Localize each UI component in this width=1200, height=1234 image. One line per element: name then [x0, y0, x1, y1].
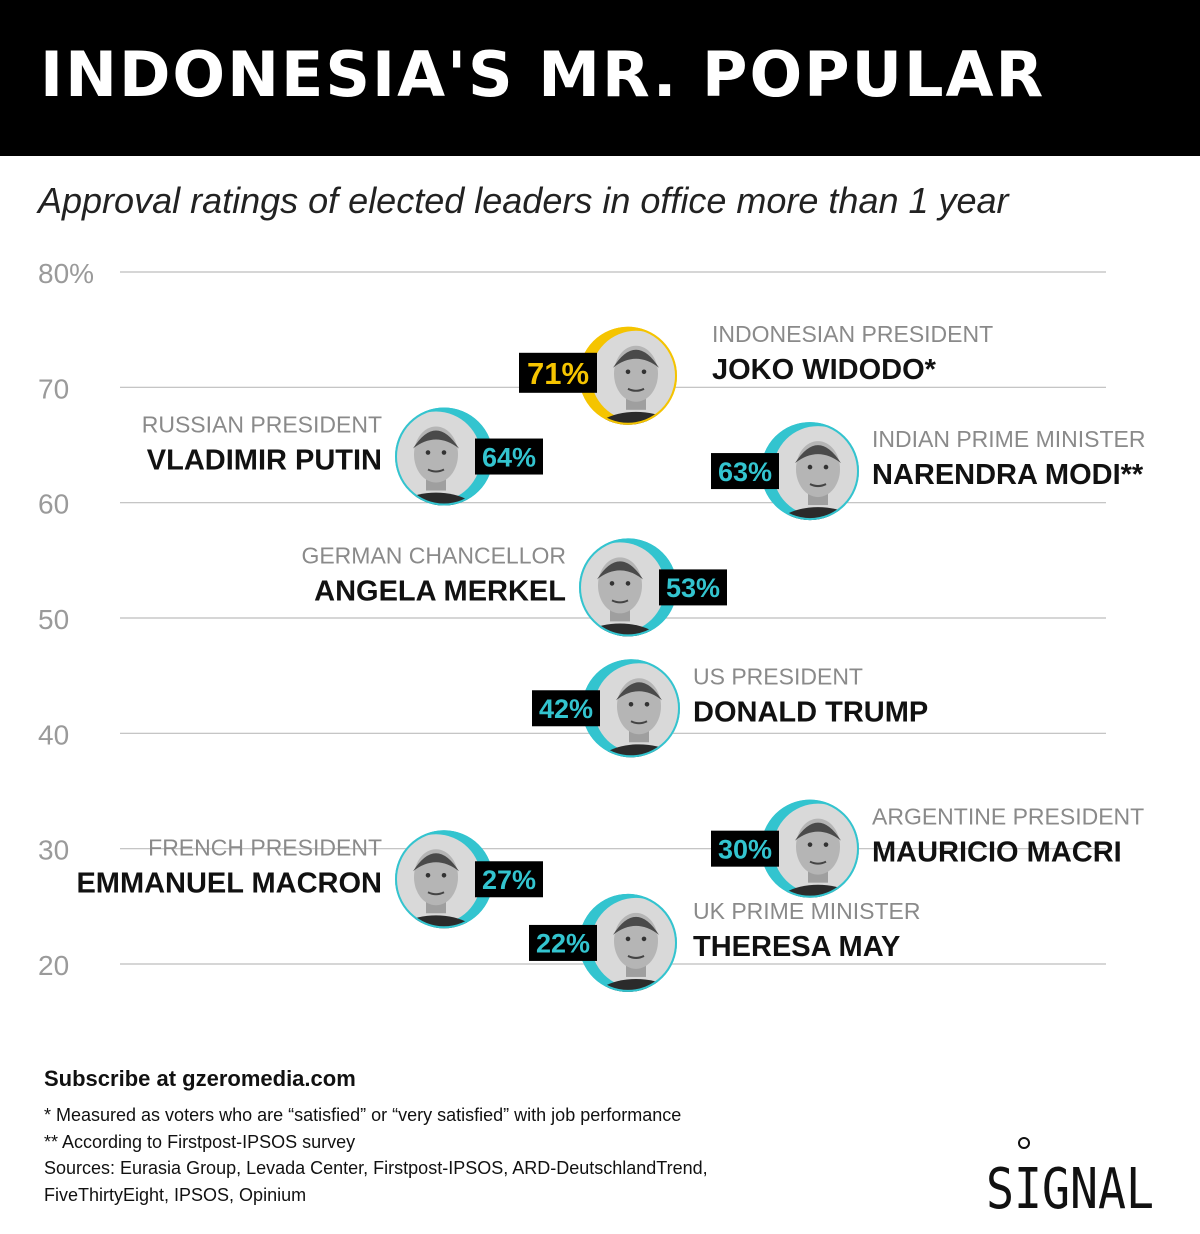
portrait — [589, 330, 677, 425]
chart-subtitle: Approval ratings of elected leaders in o… — [38, 180, 1009, 221]
footnote-sources-cont: FiveThirtyEight, IPSOS, Opinium — [44, 1184, 307, 1205]
value-badge — [532, 690, 600, 727]
subscribe-line: Subscribe at gzeromedia.com — [44, 1066, 356, 1091]
leader-name: DONALD TRUMP — [693, 696, 928, 728]
y-tick-label: 80% — [38, 258, 94, 289]
leader-name: MAURICIO MACRI — [872, 837, 1122, 869]
leader-role: US PRESIDENT — [693, 663, 863, 689]
leader-point: 64% RUSSIAN PRESIDENT VLADIMIR PUTIN — [142, 407, 543, 506]
value-label: 22% — [536, 929, 590, 959]
leader-name: ANGELA MERKEL — [314, 575, 566, 607]
leader-role: GERMAN CHANCELLOR — [301, 542, 566, 568]
y-axis-ticks: 80% 70 60 50 40 30 20 — [38, 258, 94, 981]
portrait — [395, 834, 483, 929]
leader-role: ARGENTINE PRESIDENT — [872, 804, 1144, 830]
y-tick-label: 60 — [38, 489, 69, 520]
leader-point: 22% UK PRIME MINISTER THERESA MAY — [529, 893, 920, 992]
leader-points: 71% INDONESIAN PRESIDENT JOKO WIDODO* 64% RU… — [76, 321, 1145, 992]
value-badge — [529, 924, 597, 961]
leader-name: VLADIMIR PUTIN — [147, 445, 382, 477]
y-tick-label: 70 — [38, 373, 69, 404]
value-label: 53% — [666, 573, 720, 603]
leader-role: FRENCH PRESIDENT — [148, 834, 382, 860]
value-label: 71% — [527, 356, 589, 391]
value-label: 27% — [482, 865, 536, 895]
leader-point: 71% INDONESIAN PRESIDENT JOKO WIDODO* — [519, 321, 993, 425]
y-tick-label: 20 — [38, 950, 69, 981]
leader-point: 27% FRENCH PRESIDENT EMMANUEL MACRON — [76, 830, 543, 929]
value-badge — [475, 438, 543, 475]
leader-point: 63% INDIAN PRIME MINISTER NARENDRA MODI** — [711, 422, 1145, 521]
portrait — [579, 542, 667, 637]
y-tick-label: 50 — [38, 604, 69, 635]
footnotes: * Measured as voters who are “satisfied”… — [44, 1102, 708, 1208]
leader-role: UK PRIME MINISTER — [693, 898, 920, 924]
value-label: 42% — [539, 694, 593, 724]
y-tick-label: 30 — [38, 835, 69, 866]
leader-role: INDONESIAN PRESIDENT — [712, 321, 993, 347]
leader-name: JOKO WIDODO* — [712, 354, 937, 386]
leader-name: THERESA MAY — [693, 931, 900, 963]
value-badge — [519, 352, 597, 393]
footnote-sources: Sources: Eurasia Group, Levada Center, F… — [44, 1158, 708, 1178]
leader-name: EMMANUEL MACRON — [76, 867, 382, 899]
portrait — [395, 411, 483, 506]
value-badge — [659, 569, 727, 606]
value-label: 64% — [482, 442, 536, 472]
portrait — [771, 426, 859, 521]
header-bar: INDONESIA'S MR. POPULAR — [0, 0, 1200, 156]
footnote-2: ** According to Firstpost-IPSOS survey — [44, 1131, 356, 1152]
value-badge — [475, 861, 543, 898]
signal-logo-text: SIGNAL — [986, 1157, 1154, 1214]
leader-point: 53% GERMAN CHANCELLOR ANGELA MERKEL — [301, 538, 727, 637]
y-tick-label: 40 — [38, 719, 69, 750]
value-badge — [711, 453, 779, 490]
footnote-1: * Measured as voters who are “satisfied”… — [44, 1105, 682, 1125]
value-label: 63% — [718, 457, 772, 487]
page-title: INDONESIA'S MR. POPULAR — [40, 38, 1046, 111]
leader-role: INDIAN PRIME MINISTER — [872, 426, 1145, 452]
value-badge — [711, 830, 779, 867]
leader-point: 42% US PRESIDENT DONALD TRUMP — [532, 659, 928, 758]
signal-logo: SIGNAL — [986, 1137, 1154, 1214]
leader-role: RUSSIAN PRESIDENT — [142, 412, 382, 438]
portrait — [589, 897, 677, 992]
value-label: 30% — [718, 834, 772, 864]
portrait — [771, 803, 859, 898]
leader-point: 30% ARGENTINE PRESIDENT MAURICIO MACRI — [711, 799, 1144, 898]
leader-name: NARENDRA MODI** — [872, 459, 1144, 491]
portrait — [592, 663, 680, 758]
